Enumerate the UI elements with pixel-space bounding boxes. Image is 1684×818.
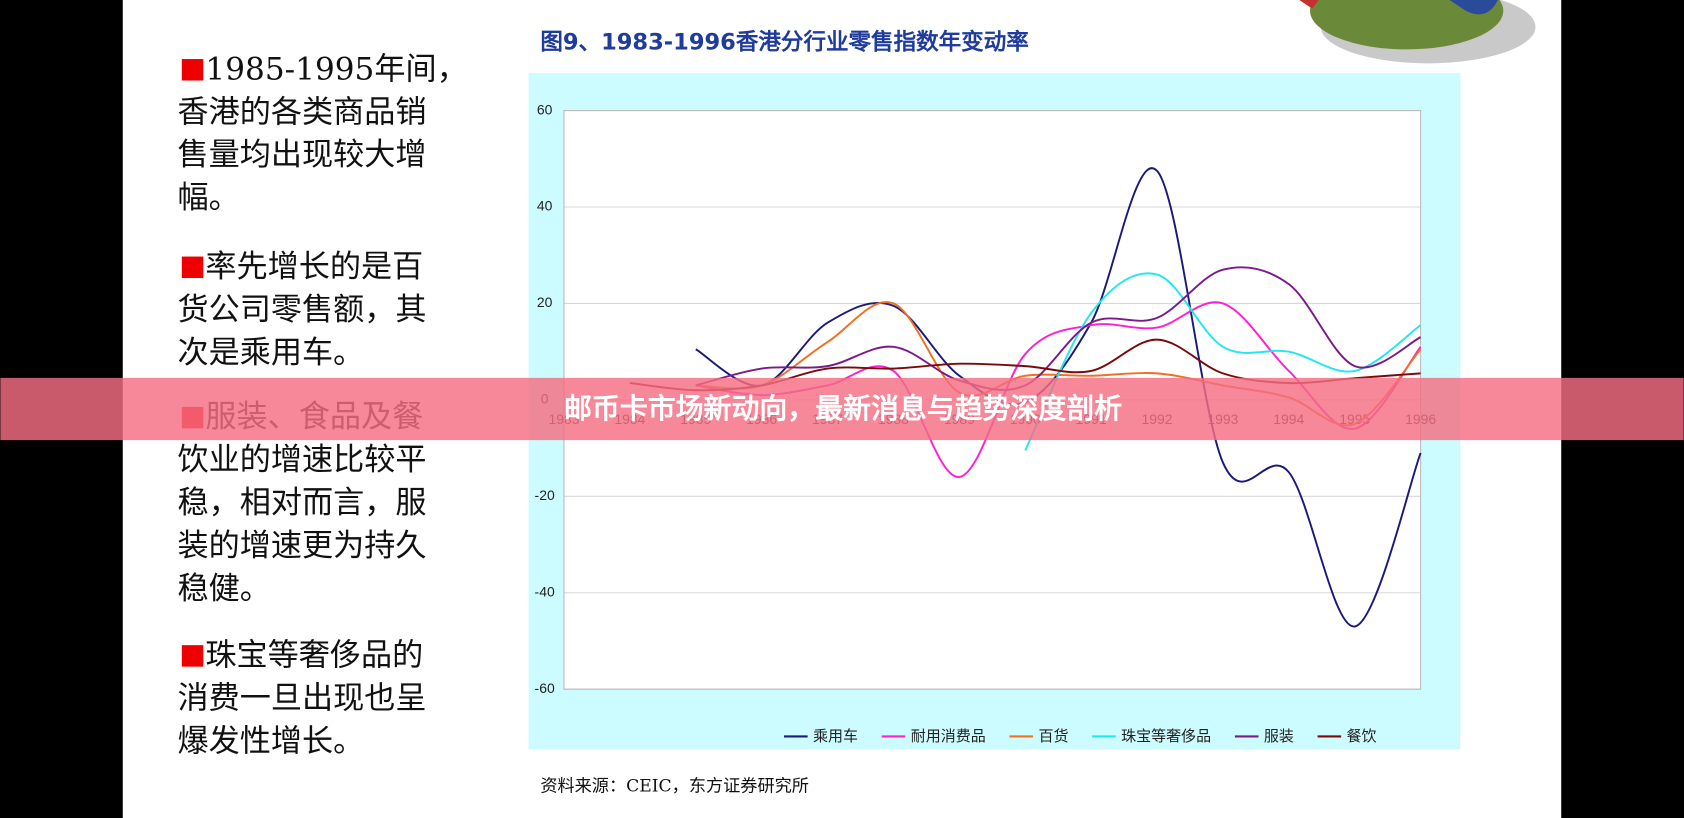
bullet <box>181 256 204 279</box>
y-tick-label: -40 <box>535 583 555 599</box>
y-tick-label: -60 <box>535 680 555 696</box>
series-line <box>695 167 1422 628</box>
paragraph-line: 香港的各类商品销 <box>178 94 427 130</box>
series-line <box>1024 272 1422 451</box>
paragraph-line: 率先增长的是百 <box>205 249 423 285</box>
legend-label: 珠宝等奢侈品 <box>1121 727 1211 745</box>
legend-label: 餐饮 <box>1347 727 1377 745</box>
paragraph-line: 消费一旦出现也呈 <box>178 680 427 716</box>
legend-label: 服装 <box>1264 727 1294 745</box>
y-tick-label: -20 <box>535 487 555 503</box>
source-note: 资料来源：CEIC，东方证券研究所 <box>540 776 809 796</box>
banner-text: 邮币卡市场新动向，最新消息与趋势深度剖析 <box>564 392 1122 425</box>
paragraph-line: 装的增速更为持久 <box>178 528 427 564</box>
bullet <box>181 645 204 667</box>
paragraph-line: 幅。 <box>178 180 240 216</box>
legend-label: 百货 <box>1038 727 1068 745</box>
y-tick-label: 20 <box>537 294 553 310</box>
paragraph-line: 次是乘用车。 <box>178 335 365 371</box>
chart-title: 图9、1983-1996香港分行业零售指数年变动率 <box>540 28 1028 55</box>
corner-image <box>1299 0 1536 64</box>
y-tick-label: 60 <box>537 101 553 117</box>
paragraph-line: 货公司零售额，其 <box>178 292 427 328</box>
paragraph-line: 稳健。 <box>178 571 271 607</box>
series-line <box>695 266 1422 391</box>
y-tick-label: 40 <box>537 198 553 214</box>
legend-label: 耐用消费品 <box>911 727 986 745</box>
paragraph-line: 稳，相对而言，服 <box>178 485 427 521</box>
paragraph-line: 1985-1995年间， <box>205 51 467 87</box>
paragraph-line: 珠宝等奢侈品的 <box>205 637 423 673</box>
banner <box>0 377 1684 441</box>
paragraph-line: 售量均出现较大增 <box>178 137 427 173</box>
bullet <box>181 59 204 81</box>
paragraph-line: 爆发性增长。 <box>178 723 365 759</box>
legend-label: 乘用车 <box>813 727 858 745</box>
paragraph-line: 饮业的增速比较平 <box>178 442 427 478</box>
